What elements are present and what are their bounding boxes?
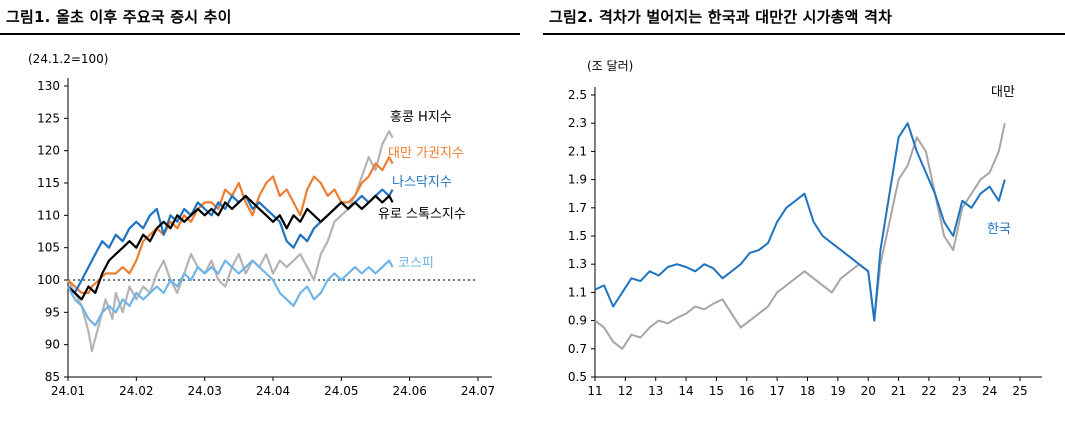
series-label-taiwan: 대만	[991, 85, 1015, 100]
x-tick-label: 24.05	[324, 384, 358, 398]
x-tick-label: 14	[678, 384, 693, 398]
y-tick-label: 125	[37, 111, 60, 125]
x-tick-label: 24.02	[119, 384, 153, 398]
x-tick-label: 17	[770, 384, 785, 398]
x-tick-label: 24.03	[187, 384, 221, 398]
x-tick-label: 12	[618, 384, 633, 398]
unit-label: (조 달러)	[587, 59, 633, 73]
series-label: 나스닥지수	[392, 175, 452, 190]
series-line-홍콩-H지수	[67, 130, 394, 353]
y-tick-label: 100	[37, 273, 60, 287]
y-tick-label: 85	[45, 370, 60, 384]
chart-panel-2: 그림2. 격차가 벌어지는 한국과 대만간 시가총액 격차 (조 달러) 2.5 2…	[543, 0, 1065, 423]
unit-label: (24.1.2=100)	[28, 52, 109, 66]
x-tick-label: 24	[982, 384, 997, 398]
series-label: 코스피	[398, 256, 434, 271]
title-rule	[543, 33, 1065, 35]
x-tick-label: 15	[709, 384, 724, 398]
x-tick-label: 16	[739, 384, 754, 398]
x-tick-label: 25	[1012, 384, 1027, 398]
y-tick-label: 1.9	[568, 173, 587, 187]
y-tick-label: 1.3	[568, 257, 587, 271]
series-line-코스피	[67, 259, 394, 327]
y-tick-label: 115	[37, 176, 60, 190]
y-tick-label: 1.1	[568, 285, 587, 299]
y-tick-label: 95	[45, 305, 60, 319]
chart-title: 그림2. 격차가 벌어지는 한국과 대만간 시가총액 격차	[549, 8, 893, 26]
y-tick-label: 0.9	[568, 314, 587, 328]
title-rule	[0, 33, 520, 35]
series-line-유로-스톡스지수	[67, 194, 394, 301]
y-tick-label: 105	[37, 241, 60, 255]
x-tick-label: 11	[587, 384, 602, 398]
y-tick-label: 90	[45, 338, 60, 352]
series-line-대만	[594, 122, 1006, 350]
y-tick-label: 2.1	[568, 144, 587, 158]
y-tick-label: 1.7	[568, 201, 587, 215]
chart-svg: (24.1.2=100)1301251201151101051009590852…	[28, 52, 495, 398]
chart-panel-1: 그림1. 올초 이후 주요국 증시 추이 (24.1.2=100) 130 125 1…	[0, 0, 520, 423]
x-tick-label: 22	[921, 384, 936, 398]
x-tick-label: 21	[891, 384, 906, 398]
y-tick-label: 110	[37, 208, 60, 222]
y-tick-label: 120	[37, 144, 60, 158]
series-label: 홍콩 H지수	[390, 110, 452, 125]
series-line-대만-가권지수	[67, 156, 394, 294]
x-tick-label: 13	[648, 384, 663, 398]
chart-title: 그림1. 올초 이후 주요국 증시 추이	[6, 8, 232, 26]
y-tick-label: 2.5	[568, 88, 587, 102]
y-tick-label: 0.5	[568, 370, 587, 384]
y-tick-label: 130	[37, 79, 60, 93]
series-label-korea: 한국	[987, 222, 1011, 237]
x-tick-label: 23	[952, 384, 967, 398]
x-tick-label: 24.07	[461, 384, 495, 398]
x-tick-label: 20	[861, 384, 876, 398]
chart-svg: (조 달러)2.52.32.11.91.71.51.31.10.90.70.51…	[568, 59, 1042, 398]
x-tick-label: 24.01	[51, 384, 85, 398]
y-tick-label: 1.5	[568, 229, 587, 243]
x-tick-label: 19	[830, 384, 845, 398]
x-tick-label: 24.06	[392, 384, 426, 398]
x-tick-label: 24.04	[256, 384, 290, 398]
y-tick-label: 2.3	[568, 116, 587, 130]
y-tick-label: 0.7	[568, 342, 587, 356]
series-line-한국	[594, 122, 1006, 322]
series-label: 유로 스톡스지수	[378, 207, 466, 222]
x-tick-label: 18	[800, 384, 815, 398]
series-label: 대만 가권지수	[388, 146, 464, 161]
